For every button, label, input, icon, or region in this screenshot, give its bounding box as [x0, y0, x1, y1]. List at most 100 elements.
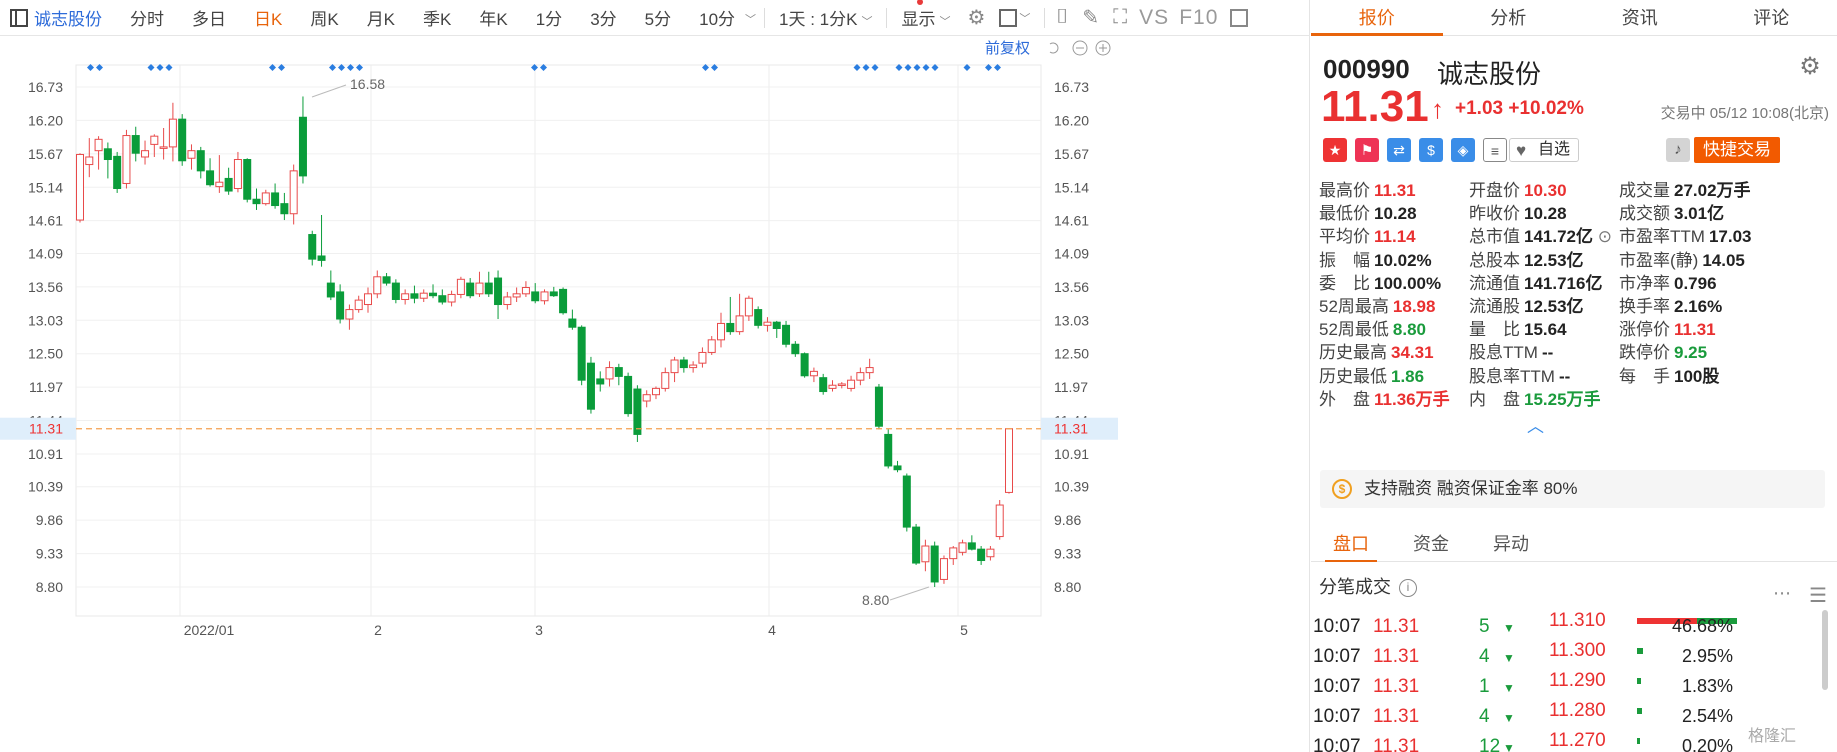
candle-body[interactable] — [679, 359, 688, 369]
candle-body[interactable] — [401, 293, 410, 300]
candle-body[interactable] — [113, 155, 122, 190]
candle-body[interactable] — [141, 150, 150, 158]
candle-body[interactable] — [791, 343, 800, 355]
orderbook-tab[interactable]: 异动 — [1493, 534, 1529, 554]
period-tab[interactable]: 季K — [423, 10, 452, 29]
candle-body[interactable] — [577, 326, 586, 381]
candle-body[interactable] — [373, 276, 382, 295]
candle-body[interactable] — [782, 324, 791, 345]
candle-body[interactable] — [456, 278, 465, 295]
candle-body[interactable] — [689, 364, 698, 369]
kline-chart[interactable]: 16.73 16.73 16.20 16.20 15.67 15.67 15.14 15.14… — [0, 36, 1310, 752]
event-diamond-icon[interactable] — [862, 64, 870, 71]
tick-scrollbar[interactable] — [1822, 610, 1828, 690]
stock-title-link[interactable]: 诚志股份 — [34, 10, 102, 29]
candle-body[interactable] — [809, 370, 818, 377]
notes-icon[interactable]: ≡ — [1483, 138, 1507, 162]
candle-body[interactable] — [986, 548, 995, 558]
runner-icon[interactable]: ⚑ — [1355, 138, 1379, 162]
candle-body[interactable] — [298, 116, 307, 177]
candle-body[interactable] — [243, 159, 252, 200]
candle-body[interactable] — [549, 291, 558, 297]
candle-body[interactable] — [912, 526, 921, 564]
more-icon[interactable]: ⊙ — [1593, 227, 1612, 247]
list-icon[interactable]: ☰ — [1809, 585, 1827, 607]
candle-body[interactable] — [159, 146, 168, 149]
event-diamond-icon[interactable] — [931, 64, 939, 71]
orderbook-tab[interactable]: 资金 — [1413, 534, 1449, 554]
candle-body[interactable] — [735, 315, 744, 333]
candle-body[interactable] — [94, 138, 103, 152]
candle-body[interactable] — [670, 359, 679, 374]
candle-body[interactable] — [261, 192, 270, 205]
candle-body[interactable] — [419, 292, 428, 299]
display-dropdown[interactable]: 显示 ﹀ — [891, 5, 960, 30]
event-diamond-icon[interactable] — [156, 64, 164, 71]
candle-body[interactable] — [289, 170, 298, 215]
period-more-dropdown[interactable]: ﹀ — [745, 13, 757, 26]
candle-body[interactable] — [354, 299, 363, 311]
china-flag-icon[interactable]: ★ — [1323, 138, 1347, 162]
add-watchlist-button[interactable]: ♥ 自选 — [1509, 138, 1580, 162]
candle-body[interactable] — [326, 282, 335, 298]
candle-body[interactable] — [605, 367, 614, 380]
quick-trade-button[interactable]: 快捷交易 — [1694, 137, 1780, 163]
candle-body[interactable] — [698, 351, 707, 364]
candle-body[interactable] — [893, 465, 902, 471]
orderbook-tab[interactable]: 盘口 — [1311, 526, 1391, 562]
candle-body[interactable] — [744, 297, 753, 317]
candle-body[interactable] — [642, 394, 651, 402]
candle-body[interactable] — [540, 291, 549, 302]
candle-body[interactable] — [103, 148, 112, 161]
candle-body[interactable] — [224, 177, 233, 192]
range-select[interactable]: 1天 : 1分K ﹀ — [769, 0, 924, 30]
info-icon[interactable]: i — [1399, 579, 1417, 598]
panel-tab[interactable]: 资讯 — [1621, 8, 1658, 28]
period-tab[interactable]: 年K — [479, 10, 508, 29]
event-diamond-icon[interactable] — [985, 64, 992, 71]
period-tab[interactable]: 10分 — [699, 10, 736, 29]
candle-body[interactable] — [661, 372, 670, 389]
camera-icon[interactable]: ⌷ — [1056, 6, 1069, 28]
candle-body[interactable] — [475, 282, 484, 295]
zoom-in-icon[interactable] — [1095, 40, 1111, 56]
period-tab[interactable]: 5分 — [644, 10, 672, 29]
candle-body[interactable] — [484, 282, 493, 295]
panel-tab[interactable]: 评论 — [1753, 8, 1790, 28]
candle-body[interactable] — [865, 367, 874, 374]
period-tab[interactable]: 日K — [254, 10, 283, 29]
candle-body[interactable] — [521, 287, 530, 295]
event-diamond-icon[interactable] — [329, 64, 336, 71]
candle-body[interactable] — [837, 383, 846, 386]
compare-button[interactable]: VS — [1139, 5, 1170, 29]
candle-body[interactable] — [336, 291, 345, 320]
event-diamond-icon[interactable] — [338, 64, 345, 71]
candle-body[interactable] — [754, 309, 763, 326]
period-tab[interactable]: 3分 — [590, 10, 617, 29]
candle-body[interactable] — [187, 150, 196, 159]
tag-icon[interactable]: ◈ — [1451, 138, 1475, 162]
candle-body[interactable] — [624, 375, 633, 415]
candle-body[interactable] — [967, 542, 976, 550]
candle-body[interactable] — [410, 293, 419, 299]
candle-body[interactable] — [614, 367, 623, 377]
event-diamond-icon[interactable] — [347, 64, 354, 71]
candle-body[interactable] — [76, 153, 84, 221]
event-diamond-icon[interactable] — [922, 64, 930, 71]
event-diamond-icon[interactable] — [994, 64, 1001, 71]
period-tab[interactable]: 周K — [310, 10, 339, 29]
candle-body[interactable] — [559, 288, 568, 314]
candle-body[interactable] — [633, 388, 642, 435]
candle-body[interactable] — [651, 387, 660, 396]
fullscreen-icon[interactable]: ⛶ — [1113, 6, 1128, 28]
event-diamond-icon[interactable] — [356, 64, 363, 71]
candle-body[interactable] — [233, 159, 242, 190]
candle-body[interactable] — [271, 192, 280, 207]
event-diamond-icon[interactable] — [702, 64, 709, 71]
bell-icon[interactable]: ♪ — [1666, 138, 1690, 162]
period-tab[interactable]: 1分 — [535, 10, 563, 29]
settings-icon[interactable]: ⚙ — [967, 7, 986, 29]
dollar-icon[interactable]: $ — [1419, 138, 1443, 162]
event-diamond-icon[interactable] — [165, 64, 173, 71]
event-diamond-icon[interactable] — [853, 64, 861, 71]
